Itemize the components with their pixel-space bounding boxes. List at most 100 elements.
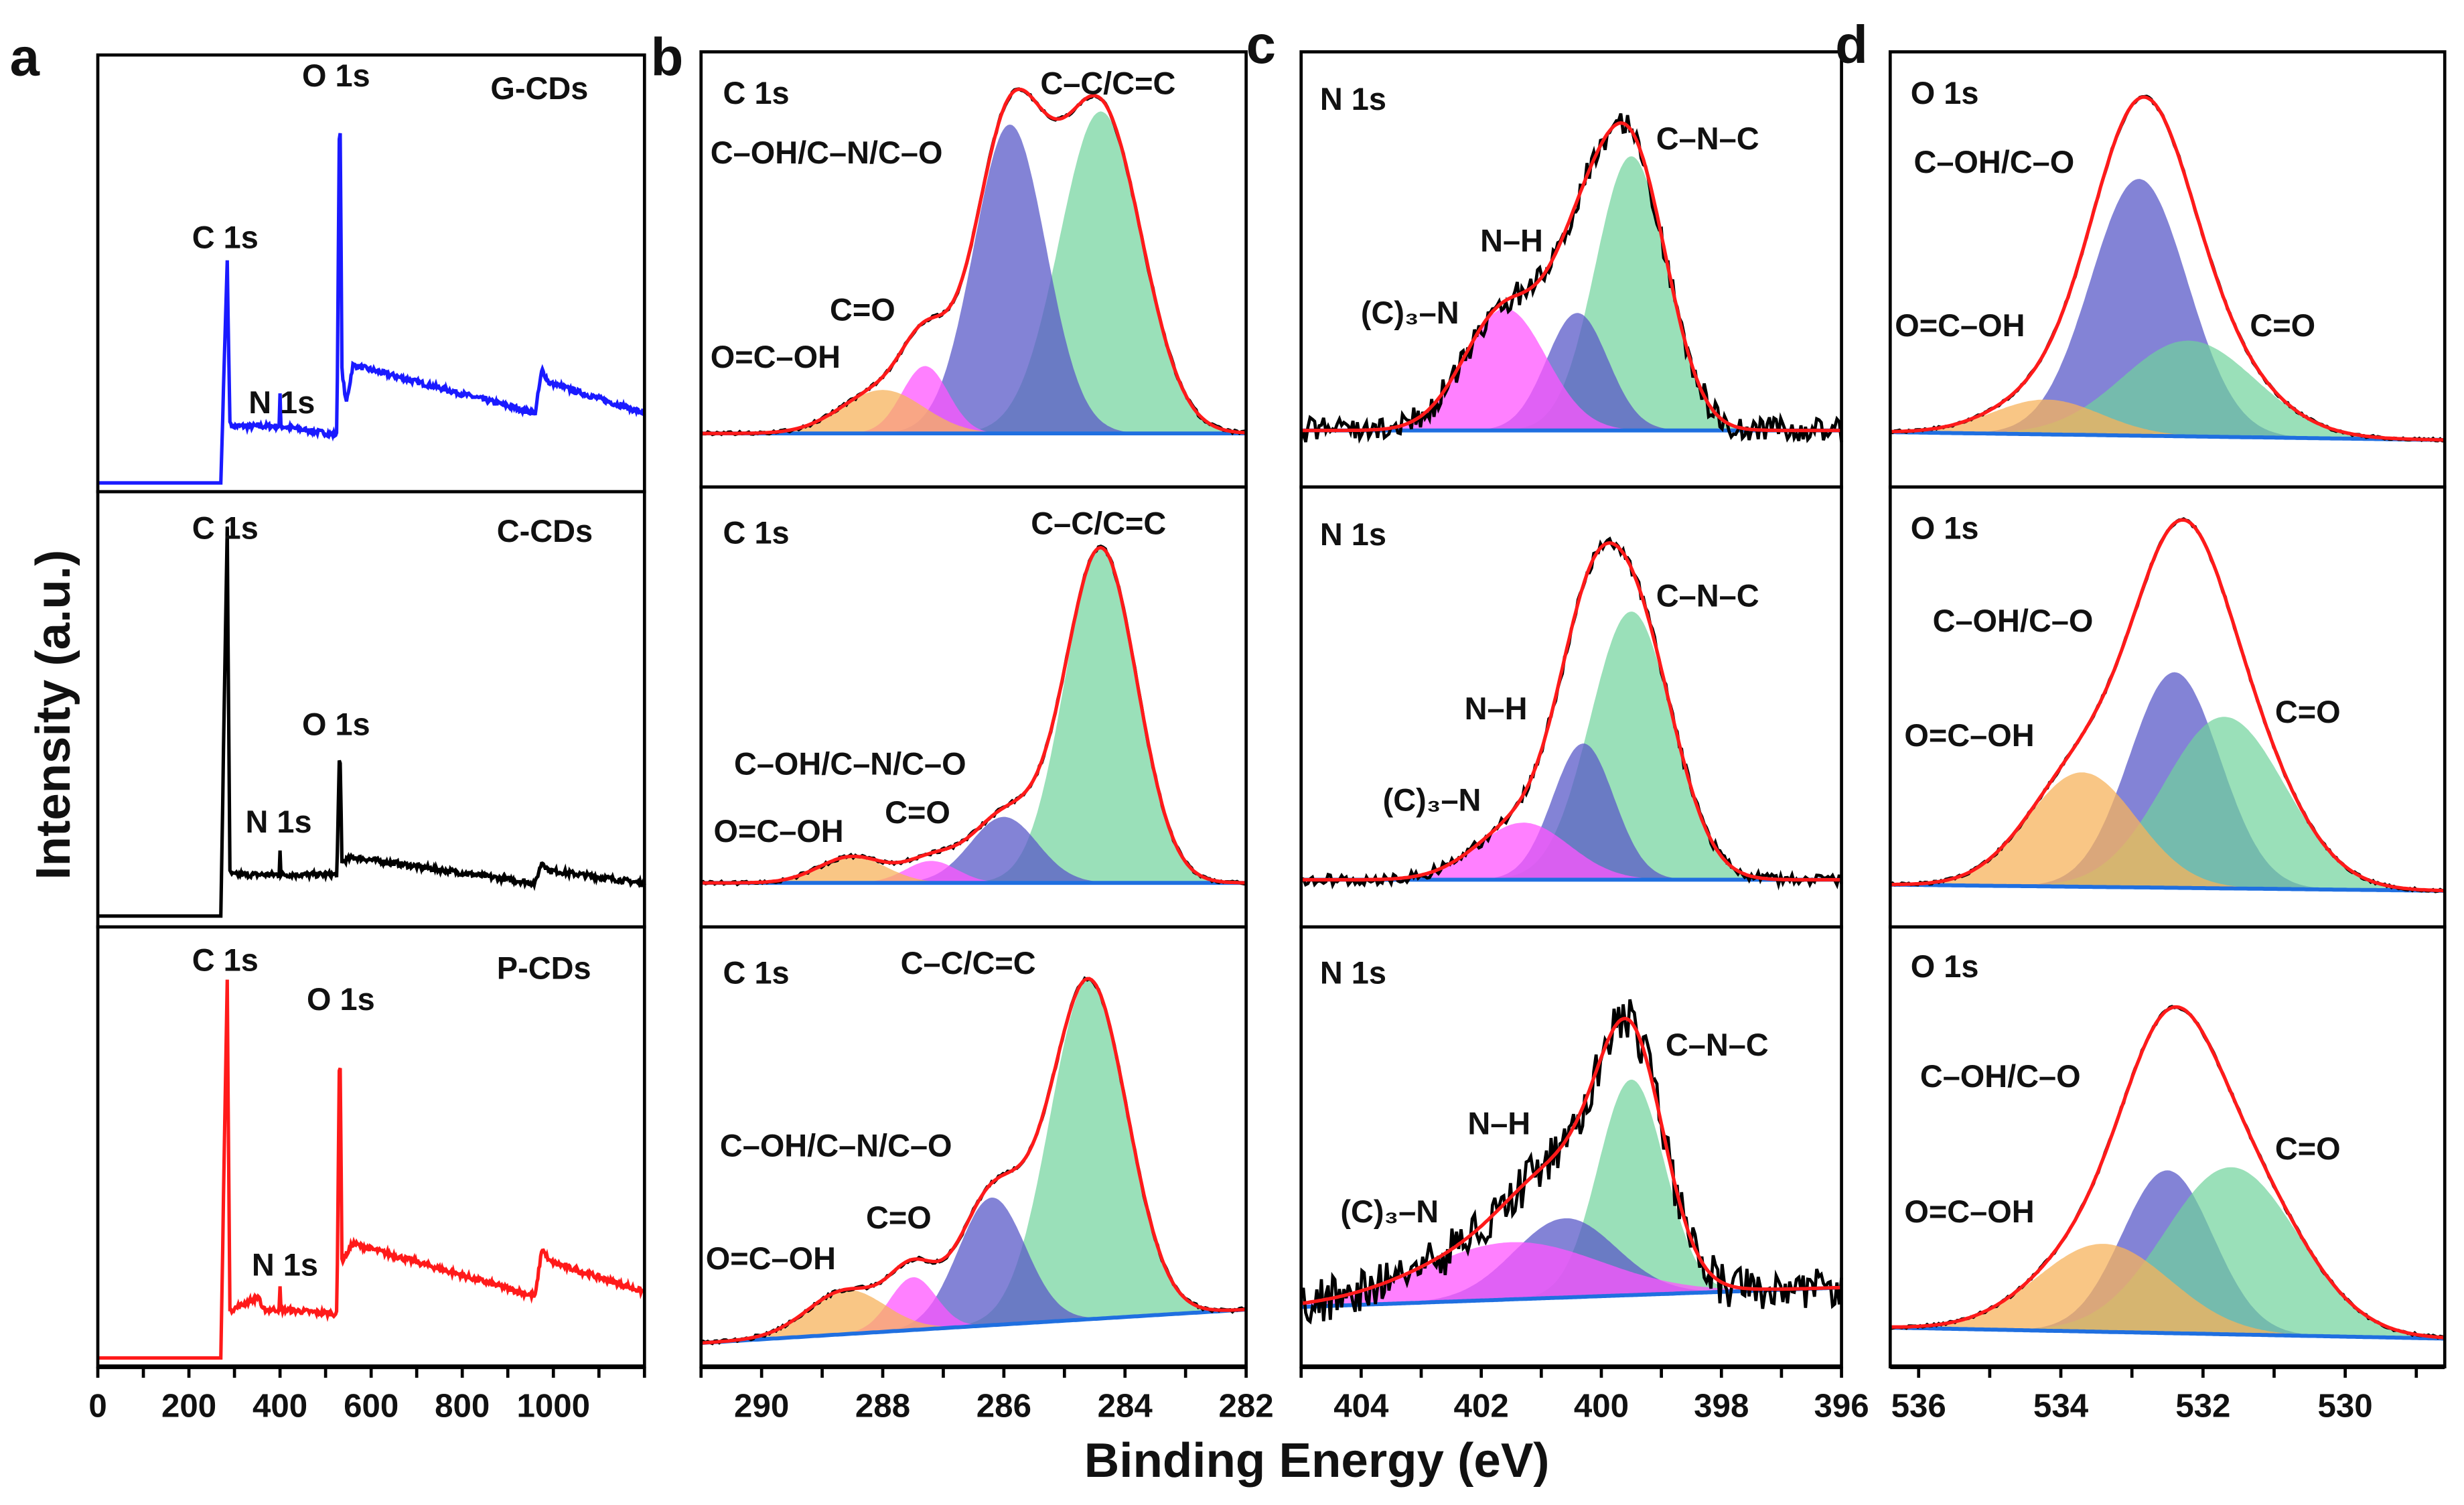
fit-envelope bbox=[1890, 518, 2445, 893]
peak-label: C–OH/C–O bbox=[1920, 1059, 2081, 1094]
x-tick-label: 536 bbox=[1891, 1388, 1946, 1425]
core-level-label: O 1s bbox=[1911, 949, 1979, 984]
panel-letter-a: a bbox=[10, 27, 40, 87]
core-level-label: C 1s bbox=[723, 516, 790, 551]
fitted-peak-blue bbox=[1301, 743, 1842, 880]
fitted-peak-green bbox=[701, 549, 1246, 883]
fit-envelope bbox=[1890, 95, 2445, 442]
fitted-peak-blue bbox=[701, 1197, 1246, 1344]
sample-label: G-CDs bbox=[490, 71, 588, 106]
fit-envelope bbox=[1301, 121, 1842, 433]
fitted-peak-blue bbox=[701, 124, 1246, 434]
peak-label: O=C–OH bbox=[1904, 1194, 2034, 1229]
x-tick-label: 282 bbox=[1219, 1388, 1274, 1425]
x-tick-label: 200 bbox=[161, 1388, 216, 1425]
peak-label: C–C/C=C bbox=[901, 946, 1036, 981]
core-level-label: N 1s bbox=[1320, 955, 1386, 990]
peak-label: C 1s bbox=[192, 220, 259, 255]
fitted-peak-blue bbox=[701, 816, 1246, 883]
fitted-peak-green bbox=[701, 111, 1246, 434]
peak-label: N–H bbox=[1467, 1106, 1530, 1141]
fitted-peak-orange bbox=[701, 1290, 1246, 1344]
peak-label: C–OH/C–N/C–O bbox=[734, 746, 966, 781]
fitted-peak-orange bbox=[1890, 772, 2445, 891]
peak-label: C–OH/C–N/C–O bbox=[720, 1128, 952, 1163]
fitted-peak-orange bbox=[701, 390, 1246, 434]
peak-label: C–OH/C–O bbox=[1933, 603, 2094, 638]
peak-label: C=O bbox=[885, 795, 950, 830]
survey-spectrum-P-CDs bbox=[98, 979, 646, 1360]
sample-label: P-CDs bbox=[497, 950, 591, 985]
survey-spectrum-G-CDs bbox=[98, 133, 646, 485]
peak-label: N–H bbox=[1465, 691, 1528, 726]
peak-label: C=O bbox=[2275, 1131, 2341, 1166]
fitted-peak-magenta bbox=[701, 861, 1246, 883]
fit-envelope bbox=[1301, 1016, 1842, 1305]
peak-label: (C)₃–N bbox=[1340, 1194, 1439, 1229]
peak-label: O=C–OH bbox=[1904, 718, 2034, 753]
fitted-peak-magenta bbox=[1301, 308, 1842, 431]
core-level-label: C 1s bbox=[723, 955, 790, 990]
fit-envelope bbox=[701, 545, 1246, 885]
x-tick-label: 290 bbox=[734, 1388, 789, 1425]
x-tick-label: 286 bbox=[976, 1388, 1031, 1425]
fitted-peak-orange bbox=[701, 856, 1246, 883]
fitted-peak-green bbox=[701, 981, 1246, 1344]
x-tick-label: 530 bbox=[2318, 1388, 2373, 1425]
raw-spectrum bbox=[1299, 999, 1843, 1325]
x-tick-label: 0 bbox=[88, 1388, 106, 1425]
x-tick-label: 534 bbox=[2033, 1388, 2089, 1425]
peak-label: N 1s bbox=[248, 385, 315, 420]
x-tick-label: 404 bbox=[1333, 1388, 1389, 1425]
sample-label: C-CDs bbox=[497, 514, 593, 549]
panel-letter-d: d bbox=[1835, 15, 1868, 74]
peak-label: N–H bbox=[1480, 223, 1543, 258]
background-line bbox=[1890, 882, 2445, 893]
panel-letter-b: b bbox=[651, 27, 684, 87]
fit-envelope bbox=[701, 87, 1246, 435]
peak-label: (C)₃–N bbox=[1383, 782, 1481, 817]
background-line bbox=[1890, 430, 2445, 442]
peak-label: N 1s bbox=[246, 804, 312, 839]
fitted-peak-magenta bbox=[1301, 822, 1842, 880]
peak-label: O 1s bbox=[302, 707, 370, 742]
x-tick-label: 398 bbox=[1694, 1388, 1749, 1425]
core-level-label: N 1s bbox=[1320, 82, 1386, 117]
peak-label: C=O bbox=[830, 292, 895, 327]
subplot-frame bbox=[96, 53, 646, 494]
core-level-label: O 1s bbox=[1911, 511, 1979, 546]
background-line bbox=[1301, 1285, 1842, 1309]
background-line bbox=[701, 1307, 1246, 1346]
core-level-label: C 1s bbox=[723, 76, 790, 111]
x-tick-label: 400 bbox=[1574, 1388, 1629, 1425]
peak-label: O=C–OH bbox=[711, 340, 841, 374]
fitted-peak-blue bbox=[1301, 313, 1842, 431]
fitted-peak-green bbox=[1890, 717, 2445, 891]
peak-label: C–C/C=C bbox=[1040, 66, 1175, 101]
peak-label: O=C–OH bbox=[706, 1241, 836, 1276]
fitted-peak-green bbox=[1890, 1167, 2445, 1339]
panel-letter-c: c bbox=[1246, 15, 1276, 74]
peak-label: C–N–C bbox=[1656, 578, 1759, 613]
peak-label: C=O bbox=[866, 1200, 932, 1235]
fitted-peak-blue bbox=[1890, 179, 2445, 440]
core-level-label: O 1s bbox=[1911, 76, 1979, 111]
peak-label: C 1s bbox=[192, 943, 259, 978]
peak-label: O 1s bbox=[302, 58, 370, 93]
fitted-peak-orange bbox=[1890, 399, 2445, 440]
peak-label: N 1s bbox=[252, 1248, 318, 1283]
core-level-label: N 1s bbox=[1320, 517, 1386, 552]
fit-envelope bbox=[701, 977, 1246, 1345]
peak-label: (C)₃–N bbox=[1361, 295, 1459, 330]
x-tick-label: 800 bbox=[435, 1388, 490, 1425]
x-tick-label: 400 bbox=[252, 1388, 307, 1425]
peak-label: C–OH/C–N/C–O bbox=[711, 135, 943, 170]
fit-envelope bbox=[1301, 541, 1842, 882]
peak-label: O 1s bbox=[307, 982, 375, 1017]
peak-label: O=C–OH bbox=[1895, 308, 2025, 343]
peak-label: C–OH/C–O bbox=[1913, 145, 2074, 180]
x-tick-label: 1000 bbox=[516, 1388, 590, 1425]
x-tick-label: 532 bbox=[2175, 1388, 2230, 1425]
peak-label: C–C/C=C bbox=[1031, 506, 1166, 541]
fitted-peak-orange bbox=[1890, 1244, 2445, 1339]
